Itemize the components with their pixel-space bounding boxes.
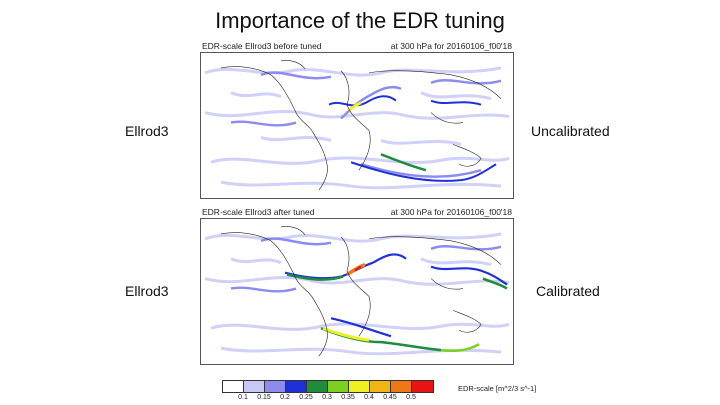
colorbar-swatch (307, 381, 328, 392)
world-map-after (204, 226, 510, 357)
panel-top-right-label: Uncalibrated (531, 123, 610, 139)
colorbar-tick-label: 0.35 (341, 394, 355, 401)
map-header-title: EDR-scale Ellrod3 after tuned (202, 207, 315, 217)
map-header-title: EDR-scale Ellrod3 before tuned (202, 41, 322, 51)
colorbar-swatch (223, 381, 244, 392)
colorbar-tick-label: 0.2 (280, 394, 290, 401)
colorbar (222, 380, 434, 393)
colorbar-tick-label: 0.45 (383, 394, 397, 401)
colorbar-swatch (265, 381, 286, 392)
panel-bottom-right-label: Calibrated (536, 283, 600, 299)
map-header-timestamp: at 300 hPa for 20160106_f00'18 (390, 207, 512, 217)
panel-top-left-label: Ellrod3 (125, 123, 169, 139)
colorbar-swatch (328, 381, 349, 392)
map-header-timestamp: at 300 hPa for 20160106_f00'18 (390, 41, 512, 51)
map-image-before (200, 52, 514, 199)
map-panel-after: EDR-scale Ellrod3 after tuned at 300 hPa… (200, 207, 514, 365)
colorbar-swatch (412, 381, 433, 392)
colorbar-tick-label: 0.3 (322, 394, 332, 401)
colorbar-tick-label: 0.25 (299, 394, 313, 401)
map-panel-before: EDR-scale Ellrod3 before tuned at 300 hP… (200, 41, 514, 199)
world-map-before (204, 60, 510, 191)
panel-bottom-left-label: Ellrod3 (125, 283, 169, 299)
map-header-before: EDR-scale Ellrod3 before tuned at 300 hP… (200, 41, 514, 51)
colorbar-swatch (286, 381, 307, 392)
slide-title: Importance of the EDR tuning (215, 8, 505, 33)
colorbar-swatch (244, 381, 265, 392)
colorbar-tick-label: 0.4 (364, 394, 374, 401)
colorbar-ticks: 0.1 0.15 0.2 0.25 0.3 0.35 0.4 0.45 0.5 (222, 394, 462, 404)
map-image-after (200, 218, 514, 365)
colorbar-swatch (370, 381, 391, 392)
colorbar-swatch (391, 381, 412, 392)
colorbar-tick-label: 0.15 (257, 394, 271, 401)
colorbar-tick-label: 0.5 (406, 394, 416, 401)
colorbar-swatch (349, 381, 370, 392)
colorbar-label: EDR-scale [m^2/3 s^-1] (458, 384, 537, 393)
colorbar-tick-label: 0.1 (238, 394, 248, 401)
map-header-after: EDR-scale Ellrod3 after tuned at 300 hPa… (200, 207, 514, 217)
